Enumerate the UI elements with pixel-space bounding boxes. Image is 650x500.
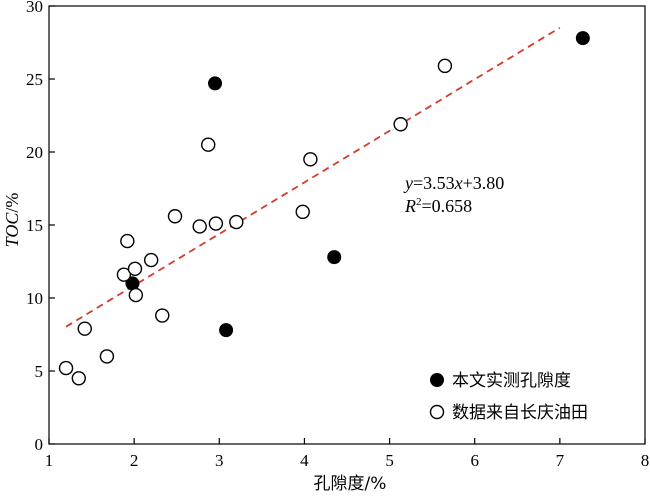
- x-tick-label: 2: [130, 451, 139, 470]
- point-measured: [208, 76, 223, 91]
- point-changqing: [128, 287, 144, 303]
- eq-intercept: +3.80: [463, 173, 505, 193]
- point-changqing: [116, 267, 132, 282]
- legend-label-changqing: 数据来自长庆油田: [452, 403, 588, 423]
- point-changqing: [201, 137, 216, 152]
- eq-slope: =3.53: [413, 173, 455, 193]
- point-changqing: [58, 360, 74, 376]
- y-axis-label-suffix: /%: [2, 193, 22, 213]
- point-changqing: [120, 233, 135, 249]
- point-measured: [219, 323, 234, 338]
- point-changqing: [295, 204, 310, 220]
- y-tick-label: 5: [35, 362, 44, 381]
- point-changqing: [71, 371, 87, 386]
- point-changqing: [99, 349, 115, 364]
- eq-y-symbol: y: [403, 173, 413, 193]
- point-measured: [327, 250, 342, 265]
- y-tick-label: 0: [35, 435, 44, 454]
- data-points: [58, 31, 590, 386]
- x-tick-label: 6: [470, 451, 479, 470]
- point-changqing: [229, 214, 244, 230]
- x-tick-label: 3: [215, 451, 224, 470]
- x-axis-label: 孔隙度/%: [314, 474, 387, 494]
- y-tick-label: 25: [26, 70, 43, 89]
- y-tick-label: 30: [26, 0, 43, 16]
- regression-equation: y=3.53x+3.80: [403, 173, 504, 193]
- legend-marker-open: [429, 404, 445, 420]
- r-squared: R2=0.658: [404, 196, 472, 216]
- point-changqing: [303, 152, 318, 167]
- r2-value: =0.658: [422, 196, 473, 216]
- point-measured: [125, 276, 140, 291]
- y-axis-label-italic: TOC: [2, 212, 22, 248]
- point-changqing: [208, 216, 224, 231]
- point-changqing: [77, 321, 92, 336]
- trendline-group: [65, 26, 561, 328]
- x-tick-label: 7: [556, 451, 565, 470]
- eq-x-symbol: x: [454, 173, 463, 193]
- x-tick-label: 1: [45, 451, 54, 470]
- point-changqing: [393, 117, 408, 132]
- x-tick-label: 5: [385, 451, 394, 470]
- r2-symbol: R: [404, 196, 416, 216]
- y-tick-label: 20: [26, 143, 43, 162]
- legend: 本文实测孔隙度 数据来自长庆油田: [429, 371, 588, 423]
- point-changqing: [167, 209, 183, 224]
- y-tick-label: 15: [26, 216, 43, 235]
- y-tick-label: 10: [26, 289, 43, 308]
- x-tick-label: 4: [300, 451, 309, 470]
- legend-marker-filled: [430, 373, 444, 387]
- point-changqing: [437, 58, 453, 74]
- legend-label-measured: 本文实测孔隙度: [452, 371, 571, 391]
- point-changqing: [143, 252, 159, 268]
- point-measured: [575, 31, 590, 46]
- r2-superscript: 2: [416, 196, 422, 208]
- x-tick-label: 8: [641, 451, 650, 470]
- point-changqing: [155, 308, 170, 323]
- y-axis-label: TOC/%: [2, 193, 22, 248]
- point-changqing: [192, 219, 207, 234]
- tick-marks: 1 2 3 4 5 6 7 8 0 5 10 15 20 25 30: [26, 0, 649, 470]
- trendline: [65, 26, 561, 328]
- point-changqing: [127, 261, 143, 276]
